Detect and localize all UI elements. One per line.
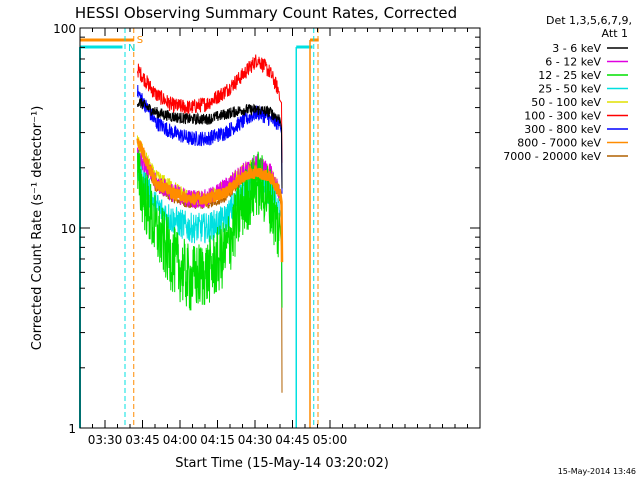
series-line-7: [137, 84, 283, 194]
chart-title: HESSI Observing Summary Count Rates, Cor…: [75, 4, 457, 22]
x-axis: 03:30 03:45 04:00 04:15 04:30 04:45 05:00: [79, 28, 481, 447]
x-tick-label: 03:45: [125, 433, 160, 447]
x-tick-label: 04:30: [238, 433, 273, 447]
marker-label: N: [128, 43, 135, 54]
series-line-3: [137, 149, 283, 311]
legend-header-line-1: Det 1,3,5,6,7,9,: [546, 14, 632, 27]
legend-label-9: 7000 - 20000 keV: [503, 150, 601, 163]
timestamp: 15-May-2014 13:46: [558, 467, 636, 476]
legend-label-2: 6 - 12 keV: [545, 56, 601, 69]
x-tick-label: 04:00: [163, 433, 198, 447]
legend-label-7: 300 - 800 keV: [524, 123, 601, 136]
x-tick-label: 05:00: [313, 433, 348, 447]
plot-area: NS: [79, 28, 319, 428]
legend-label-3: 12 - 25 keV: [538, 69, 601, 82]
x-axis-label: Start Time (15-May-14 03:20:02): [175, 456, 389, 471]
legend-label-5: 50 - 100 keV: [531, 96, 601, 109]
series-line-1: [137, 98, 283, 189]
y-axis-label: Corrected Count Rate (s⁻¹ detector⁻¹): [30, 106, 45, 351]
x-tick-label: 03:30: [88, 433, 123, 447]
y-axis: 1 10 100: [53, 22, 480, 436]
x-tick-label: 04:15: [200, 433, 235, 447]
series-line-6: [137, 54, 283, 163]
y-tick-label: 1: [68, 422, 76, 436]
x-tick-label: 04:45: [275, 433, 310, 447]
y-tick-label: 100: [53, 22, 76, 36]
marker-label: S: [137, 35, 143, 46]
legend-label-1: 3 - 6 keV: [552, 42, 601, 55]
legend-header-line-2: Att 1: [602, 27, 628, 40]
legend-label-6: 100 - 300 keV: [524, 110, 601, 123]
series-line-8: [136, 138, 284, 263]
y-tick-label: 10: [61, 222, 76, 236]
legend-label-4: 25 - 50 keV: [538, 83, 601, 96]
legend-label-8: 800 - 7000 keV: [517, 137, 601, 150]
